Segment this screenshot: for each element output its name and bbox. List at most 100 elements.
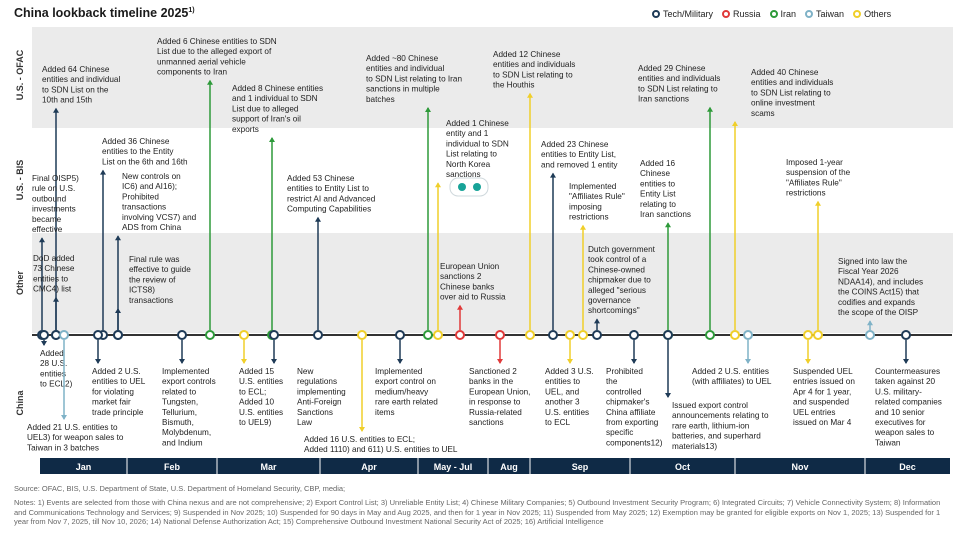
- legend-item-tech-military: Tech/Military: [652, 9, 713, 19]
- event-label: Implemented export control on medium/heavy…: [375, 367, 438, 417]
- event-dot: [495, 330, 505, 340]
- event-dot: [548, 330, 558, 340]
- event-arrowhead: [53, 107, 59, 113]
- event-arrowhead: [269, 137, 275, 142]
- event-label: Signed into law the Fiscal Year 2026 NDAA1…: [838, 257, 923, 317]
- month-label: Nov: [791, 462, 808, 472]
- event-dot: [59, 330, 69, 340]
- event-arrowhead: [61, 415, 67, 420]
- event-dot: [39, 330, 49, 340]
- event-label: Added 16 Chinese entities to Entity List rel…: [640, 159, 691, 219]
- event-arrowhead: [179, 359, 185, 364]
- month-label: May - Jul: [434, 462, 473, 472]
- event-label: Added 28 U.S. entities to ECL2): [40, 349, 73, 389]
- event-dot: [205, 330, 215, 340]
- event-label: Countermeasures taken against 20 U.S. mili…: [874, 367, 942, 447]
- event-label: Added 8 Chinese entities and 1 individual…: [232, 84, 323, 134]
- event-arrowhead: [435, 182, 441, 188]
- event-arrowhead: [53, 296, 59, 302]
- event-dot: [239, 330, 249, 340]
- chart-title: China lookback timeline 20251): [14, 6, 195, 20]
- event-dot: [423, 330, 433, 340]
- event-arrowhead: [359, 427, 365, 432]
- floating-chip: [449, 177, 489, 197]
- event-label: Added 29 Chinese entities and individuals…: [638, 64, 720, 104]
- event-label: Added 12 Chinese entities and individuals…: [493, 50, 575, 90]
- event-arrowhead: [903, 359, 909, 364]
- event-label: Final OISP5) rule on U.S. outbound investme…: [32, 174, 79, 234]
- event-arrowhead: [815, 200, 821, 206]
- event-arrowhead: [707, 106, 713, 112]
- legend-item-taiwan: Taiwan: [805, 9, 844, 19]
- month-label: Apr: [361, 462, 377, 472]
- event-dot: [592, 330, 602, 340]
- event-label: Added ~80 Chinese entities and individual…: [366, 54, 462, 104]
- event-dot: [313, 330, 323, 340]
- event-label: Added 15 U.S. entities to ECL; Added 10 U.S.…: [239, 367, 283, 427]
- event-dot: [395, 330, 405, 340]
- event-arrowhead: [665, 222, 671, 228]
- event-label: Prohibited the controlled chipmaker's China …: [606, 367, 663, 447]
- month-label: Aug: [500, 462, 518, 472]
- event-arrowhead: [567, 359, 573, 364]
- event-label: Dutch government took control of a Chinese…: [588, 245, 656, 315]
- band-ofac: [32, 27, 953, 128]
- event-dot: [525, 330, 535, 340]
- event-label: Implemented export controls related to Tung…: [162, 367, 216, 447]
- legend-item-others: Others: [853, 9, 891, 19]
- event-label: New regulations implementing Anti-Foreign Sa…: [297, 367, 346, 427]
- event-dot: [730, 330, 740, 340]
- event-dot: [629, 330, 639, 340]
- month-label: Jan: [76, 462, 92, 472]
- event-dot: [565, 330, 575, 340]
- legend: Tech/Military Russia Iran Taiwan Others: [652, 9, 891, 19]
- event-dot: [113, 330, 123, 340]
- event-dot: [901, 330, 911, 340]
- band-other: [32, 233, 953, 333]
- event-label: Imposed 1-year suspension of the "Affiliat…: [786, 158, 851, 198]
- event-arrowhead: [550, 172, 556, 178]
- event-dot: [177, 330, 187, 340]
- event-arrowhead: [271, 359, 277, 364]
- event-label: Suspended UEL entries issued on Apr 4 for …: [793, 367, 855, 427]
- chip-icon-left: [458, 183, 466, 191]
- footnotes: Notes: 1) Events are selected from those…: [14, 498, 941, 526]
- event-label: Added 53 Chinese entities to Entity List …: [287, 174, 376, 214]
- event-dot: [578, 330, 588, 340]
- event-dot: [865, 330, 875, 340]
- event-label: Added 36 Chinese entities to the Entity Li…: [102, 137, 188, 166]
- event-dot: [357, 330, 367, 340]
- event-label: Final rule was effective to guide the revi…: [129, 255, 191, 305]
- event-arrowhead: [397, 359, 403, 364]
- event-label: Added 64 Chinese entities and individual t…: [42, 65, 120, 105]
- event-arrowhead: [241, 359, 247, 364]
- event-dot: [813, 330, 823, 340]
- event-arrowhead: [207, 79, 213, 85]
- event-arrowhead: [867, 320, 873, 326]
- event-arrowhead: [95, 359, 101, 364]
- event-arrowhead: [39, 237, 45, 243]
- month-label: Feb: [164, 462, 181, 472]
- event-label: New controls on IC6) and AI16); Prohibited…: [122, 172, 197, 232]
- source-note: Source: OFAC, BIS, U.S. Department of St…: [14, 484, 346, 493]
- event-label: Added 2 U.S. entities (with affiliates) t…: [692, 367, 772, 386]
- event-dot: [663, 330, 673, 340]
- event-dot: [743, 330, 753, 340]
- event-arrowhead: [745, 359, 751, 364]
- event-arrowhead: [315, 216, 321, 222]
- event-dot: [93, 330, 103, 340]
- chip-icon-right: [473, 183, 481, 191]
- event-label: Added 21 U.S. entities to UEL3) for weapo…: [27, 423, 124, 452]
- event-arrowhead: [631, 359, 637, 364]
- event-label: Added 3 U.S. entities to UEL, and another 3…: [545, 367, 594, 427]
- event-label: European Union sanctions 2 Chinese banks ov…: [440, 262, 506, 302]
- legend-item-iran: Iran: [769, 9, 796, 19]
- event-label: Added 16 U.S. entities to ECL; Added 1110…: [304, 435, 458, 454]
- month-label: Sep: [572, 462, 589, 472]
- event-label: Implemented "Affiliates Rule" imposing rest…: [569, 182, 625, 222]
- event-label: Added 6 Chinese entities to SDN List due …: [157, 37, 277, 77]
- event-arrowhead: [457, 304, 463, 310]
- event-arrowhead: [594, 318, 600, 324]
- event-arrowhead: [41, 341, 47, 346]
- event-label: Issued export control announcements relat…: [672, 401, 769, 451]
